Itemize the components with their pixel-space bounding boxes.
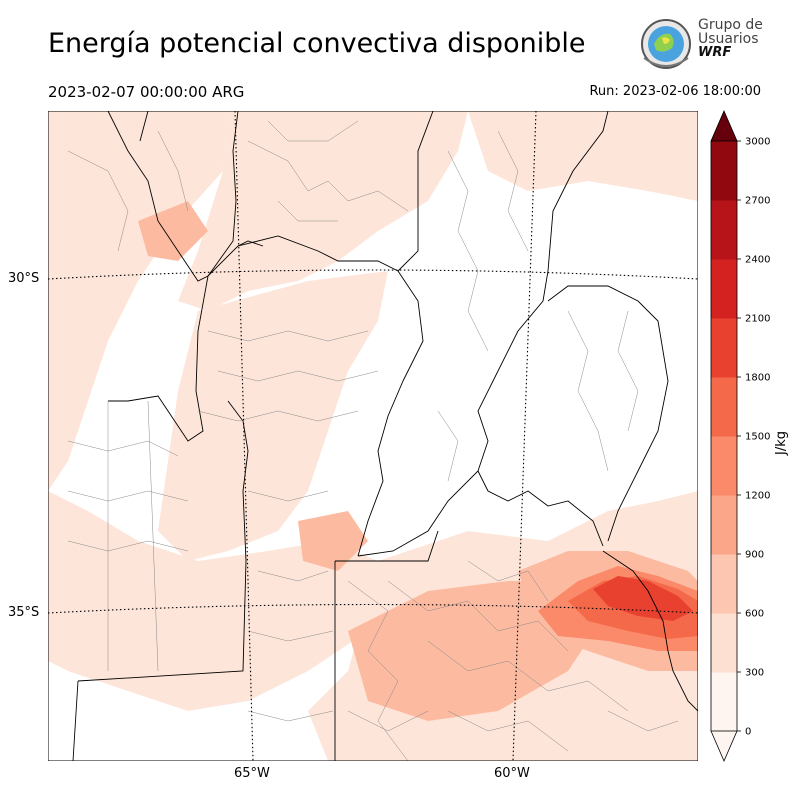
logo-line-2: Usuarios — [698, 31, 759, 47]
cape-moderate-north — [138, 201, 208, 261]
cape-moderate-center — [298, 511, 368, 571]
colorbar-tick-label: 1800 — [745, 373, 770, 384]
colorbar-tick-label: 2100 — [745, 314, 770, 325]
cape-map — [48, 111, 698, 761]
colorbar-tick-label: 300 — [745, 668, 764, 679]
colorbar-tick-label: 1200 — [745, 491, 770, 502]
colorbar-bin — [711, 613, 737, 673]
colorbar-tick-label: 2400 — [745, 255, 770, 266]
colorbar-extend-min — [710, 730, 738, 763]
lon-label-60w: 60°W — [494, 766, 530, 781]
colorbar-unit: J/kg — [774, 431, 789, 456]
logo-line-1: Grupo de — [698, 17, 763, 33]
cape-field — [48, 111, 698, 761]
colorbar-bin — [711, 672, 737, 732]
colorbar-tick-label: 1500 — [745, 432, 770, 443]
colorbar-tick-label: 3000 — [745, 137, 770, 148]
valid-time: 2023-02-07 00:00:00 ARG — [48, 83, 245, 101]
wrf-users-logo: Grupo de Usuarios WRF — [636, 14, 766, 74]
colorbar-bin — [711, 200, 737, 260]
colorbar-tick-label: 2700 — [745, 196, 770, 207]
colorbar: 0 300 600 900 1200 1500 1800 2100 2400 2700 3000 J… — [710, 109, 789, 763]
province-boundaries — [72, 111, 698, 761]
colorbar-bin — [711, 436, 737, 496]
colorbar-bin — [711, 259, 737, 319]
colorbar-bin — [711, 377, 737, 437]
cape-region-north-strip — [468, 111, 698, 201]
lon-label-65w: 65°W — [234, 766, 270, 781]
colorbar-tick-label: 600 — [745, 609, 764, 620]
colorbar-tick-label: 900 — [745, 550, 764, 561]
cape-region-center — [158, 271, 388, 561]
cape-max-core — [593, 576, 693, 621]
lat-label-35s: 35°S — [8, 605, 40, 620]
globe-icon — [641, 19, 691, 69]
colorbar-bin — [711, 554, 737, 614]
graticule — [48, 111, 698, 761]
logo-line-3: WRF — [698, 45, 732, 60]
run-time: Run: 2023-02-06 18:00:00 — [589, 84, 761, 99]
colorbar-extend-max — [710, 109, 738, 142]
lat-label-30s: 30°S — [8, 271, 40, 286]
department-boundaries — [67, 120, 679, 761]
cape-region-north-center — [178, 111, 468, 311]
colorbar-bin — [711, 318, 737, 378]
colorbar-bin — [711, 141, 737, 201]
chart-title: Energía potencial convectiva disponible — [48, 28, 586, 59]
colorbar-tick-label: 0 — [745, 727, 751, 738]
colorbar-bin — [711, 495, 737, 555]
